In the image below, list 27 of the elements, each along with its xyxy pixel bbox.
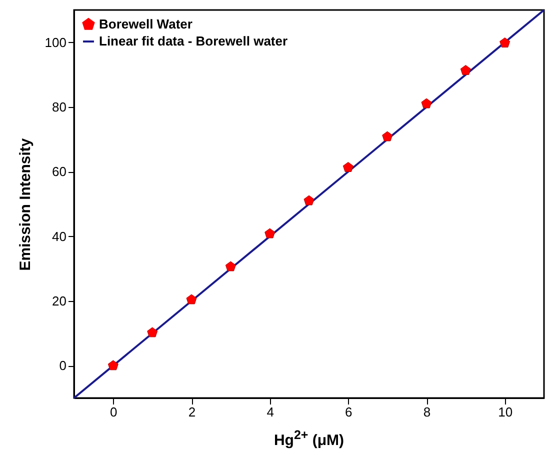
point — [108, 360, 118, 370]
y-tick-label: 80 — [52, 100, 66, 114]
point — [421, 98, 432, 108]
y-tick-label: 20 — [52, 294, 66, 308]
y-axis-title: Emission Intensity — [16, 138, 34, 271]
point — [500, 37, 510, 48]
point — [342, 162, 354, 172]
point — [264, 228, 276, 238]
y-tick-label: 60 — [52, 164, 66, 180]
x-tick-label: 4 — [266, 404, 274, 420]
point — [186, 294, 197, 304]
y-tick-label: 100 — [44, 34, 66, 50]
x-axis-title: Hg$^{2+}$ (μM) — [272, 428, 346, 449]
point — [304, 195, 314, 206]
point — [147, 327, 158, 338]
legend-label: Linear fit data - Borewell water — [99, 34, 288, 48]
legend-label: Borewell Water — [99, 16, 192, 32]
y-tick-label: 40 — [52, 228, 66, 244]
point — [225, 261, 236, 272]
x-tick-label: 2 — [188, 404, 196, 420]
x-tick-label: 6 — [345, 404, 352, 420]
x-tick-label: 8 — [423, 404, 431, 420]
x-tick-label: 0 — [110, 404, 118, 420]
y-tick-label: 0 — [59, 358, 66, 374]
x-tick-label: 10 — [498, 404, 513, 420]
point — [460, 64, 471, 75]
point — [382, 131, 393, 142]
